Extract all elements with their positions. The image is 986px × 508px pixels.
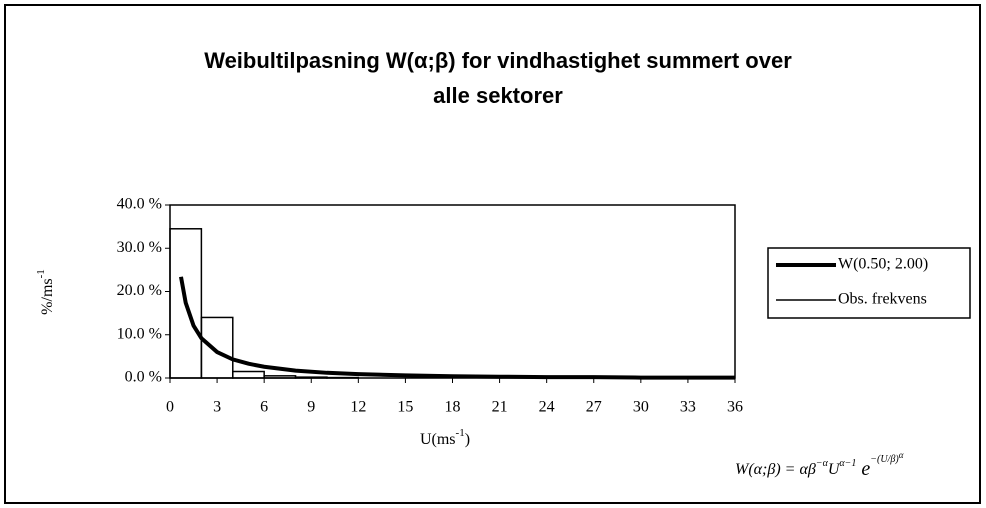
x-tick-label: 27	[586, 399, 602, 416]
x-tick-label: 30	[633, 399, 649, 416]
x-tick-label: 3	[213, 399, 221, 416]
x-tick-label: 24	[539, 399, 555, 416]
legend-label: W(0.50; 2.00)	[838, 256, 928, 273]
x-tick-label: 6	[260, 399, 268, 416]
histogram-bar	[232, 370, 265, 379]
x-tick-label: 12	[350, 399, 366, 416]
histogram-bar	[263, 375, 297, 379]
x-tick-label: 9	[307, 399, 315, 416]
x-tick-label: 18	[445, 399, 461, 416]
line-series	[179, 276, 735, 380]
chart-title: Weibultilpasning W(α;β) for vindhastighe…	[204, 48, 792, 73]
y-tick-label: 40.0 %	[117, 196, 162, 213]
legend-box	[767, 247, 971, 319]
x-tick-label: 21	[492, 399, 508, 416]
histogram-bar	[294, 376, 328, 379]
x-tick-label: 0	[166, 399, 174, 416]
y-tick-label: 30.0 %	[117, 239, 162, 256]
y-tick-label: 10.0 %	[117, 325, 162, 342]
plot-area	[169, 204, 736, 379]
histogram-bar	[169, 228, 203, 379]
histogram-bar	[200, 316, 234, 379]
y-axis-label: %/ms-1	[35, 269, 56, 315]
legend-label: Obs. frekvens	[838, 291, 927, 308]
formula: W(α;β) = αβ−αUα−1 e−(U/β)α	[735, 450, 904, 480]
x-axis-label: U(ms-1)	[420, 427, 470, 448]
y-tick-label: 20.0 %	[117, 282, 162, 299]
y-tick-label: 0.0 %	[125, 369, 162, 386]
chart-border	[4, 4, 981, 504]
x-tick-label: 33	[680, 399, 696, 416]
x-tick-label: 36	[727, 399, 743, 416]
chart-title: alle sektorer	[433, 83, 563, 108]
x-tick-label: 15	[397, 399, 413, 416]
